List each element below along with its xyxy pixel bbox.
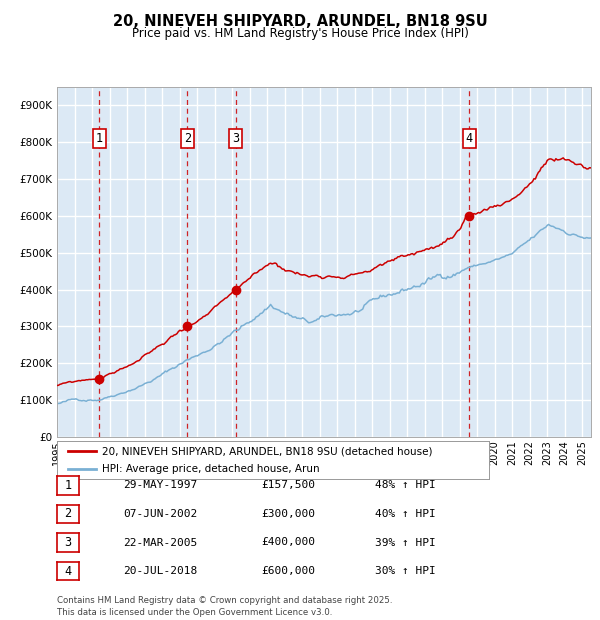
Text: 4: 4: [65, 565, 71, 577]
Text: Contains HM Land Registry data © Crown copyright and database right 2025.
This d: Contains HM Land Registry data © Crown c…: [57, 596, 392, 617]
Text: 39% ↑ HPI: 39% ↑ HPI: [375, 538, 436, 547]
Text: 22-MAR-2005: 22-MAR-2005: [123, 538, 197, 547]
Text: 2: 2: [65, 508, 71, 520]
Text: 48% ↑ HPI: 48% ↑ HPI: [375, 480, 436, 490]
Text: 07-JUN-2002: 07-JUN-2002: [123, 509, 197, 519]
Text: £400,000: £400,000: [261, 538, 315, 547]
Text: 20, NINEVEH SHIPYARD, ARUNDEL, BN18 9SU (detached house): 20, NINEVEH SHIPYARD, ARUNDEL, BN18 9SU …: [103, 446, 433, 456]
Text: £300,000: £300,000: [261, 509, 315, 519]
Text: 3: 3: [232, 132, 239, 145]
Text: 3: 3: [65, 536, 71, 549]
Text: 1: 1: [95, 132, 103, 145]
Text: 20-JUL-2018: 20-JUL-2018: [123, 566, 197, 576]
Text: Price paid vs. HM Land Registry's House Price Index (HPI): Price paid vs. HM Land Registry's House …: [131, 27, 469, 40]
Text: 40% ↑ HPI: 40% ↑ HPI: [375, 509, 436, 519]
Text: 29-MAY-1997: 29-MAY-1997: [123, 480, 197, 490]
Text: 1: 1: [65, 479, 71, 492]
Text: 4: 4: [466, 132, 473, 145]
Text: HPI: Average price, detached house, Arun: HPI: Average price, detached house, Arun: [103, 464, 320, 474]
Text: 20, NINEVEH SHIPYARD, ARUNDEL, BN18 9SU: 20, NINEVEH SHIPYARD, ARUNDEL, BN18 9SU: [113, 14, 487, 29]
Text: £157,500: £157,500: [261, 480, 315, 490]
Text: 2: 2: [184, 132, 191, 145]
Text: 30% ↑ HPI: 30% ↑ HPI: [375, 566, 436, 576]
Text: £600,000: £600,000: [261, 566, 315, 576]
